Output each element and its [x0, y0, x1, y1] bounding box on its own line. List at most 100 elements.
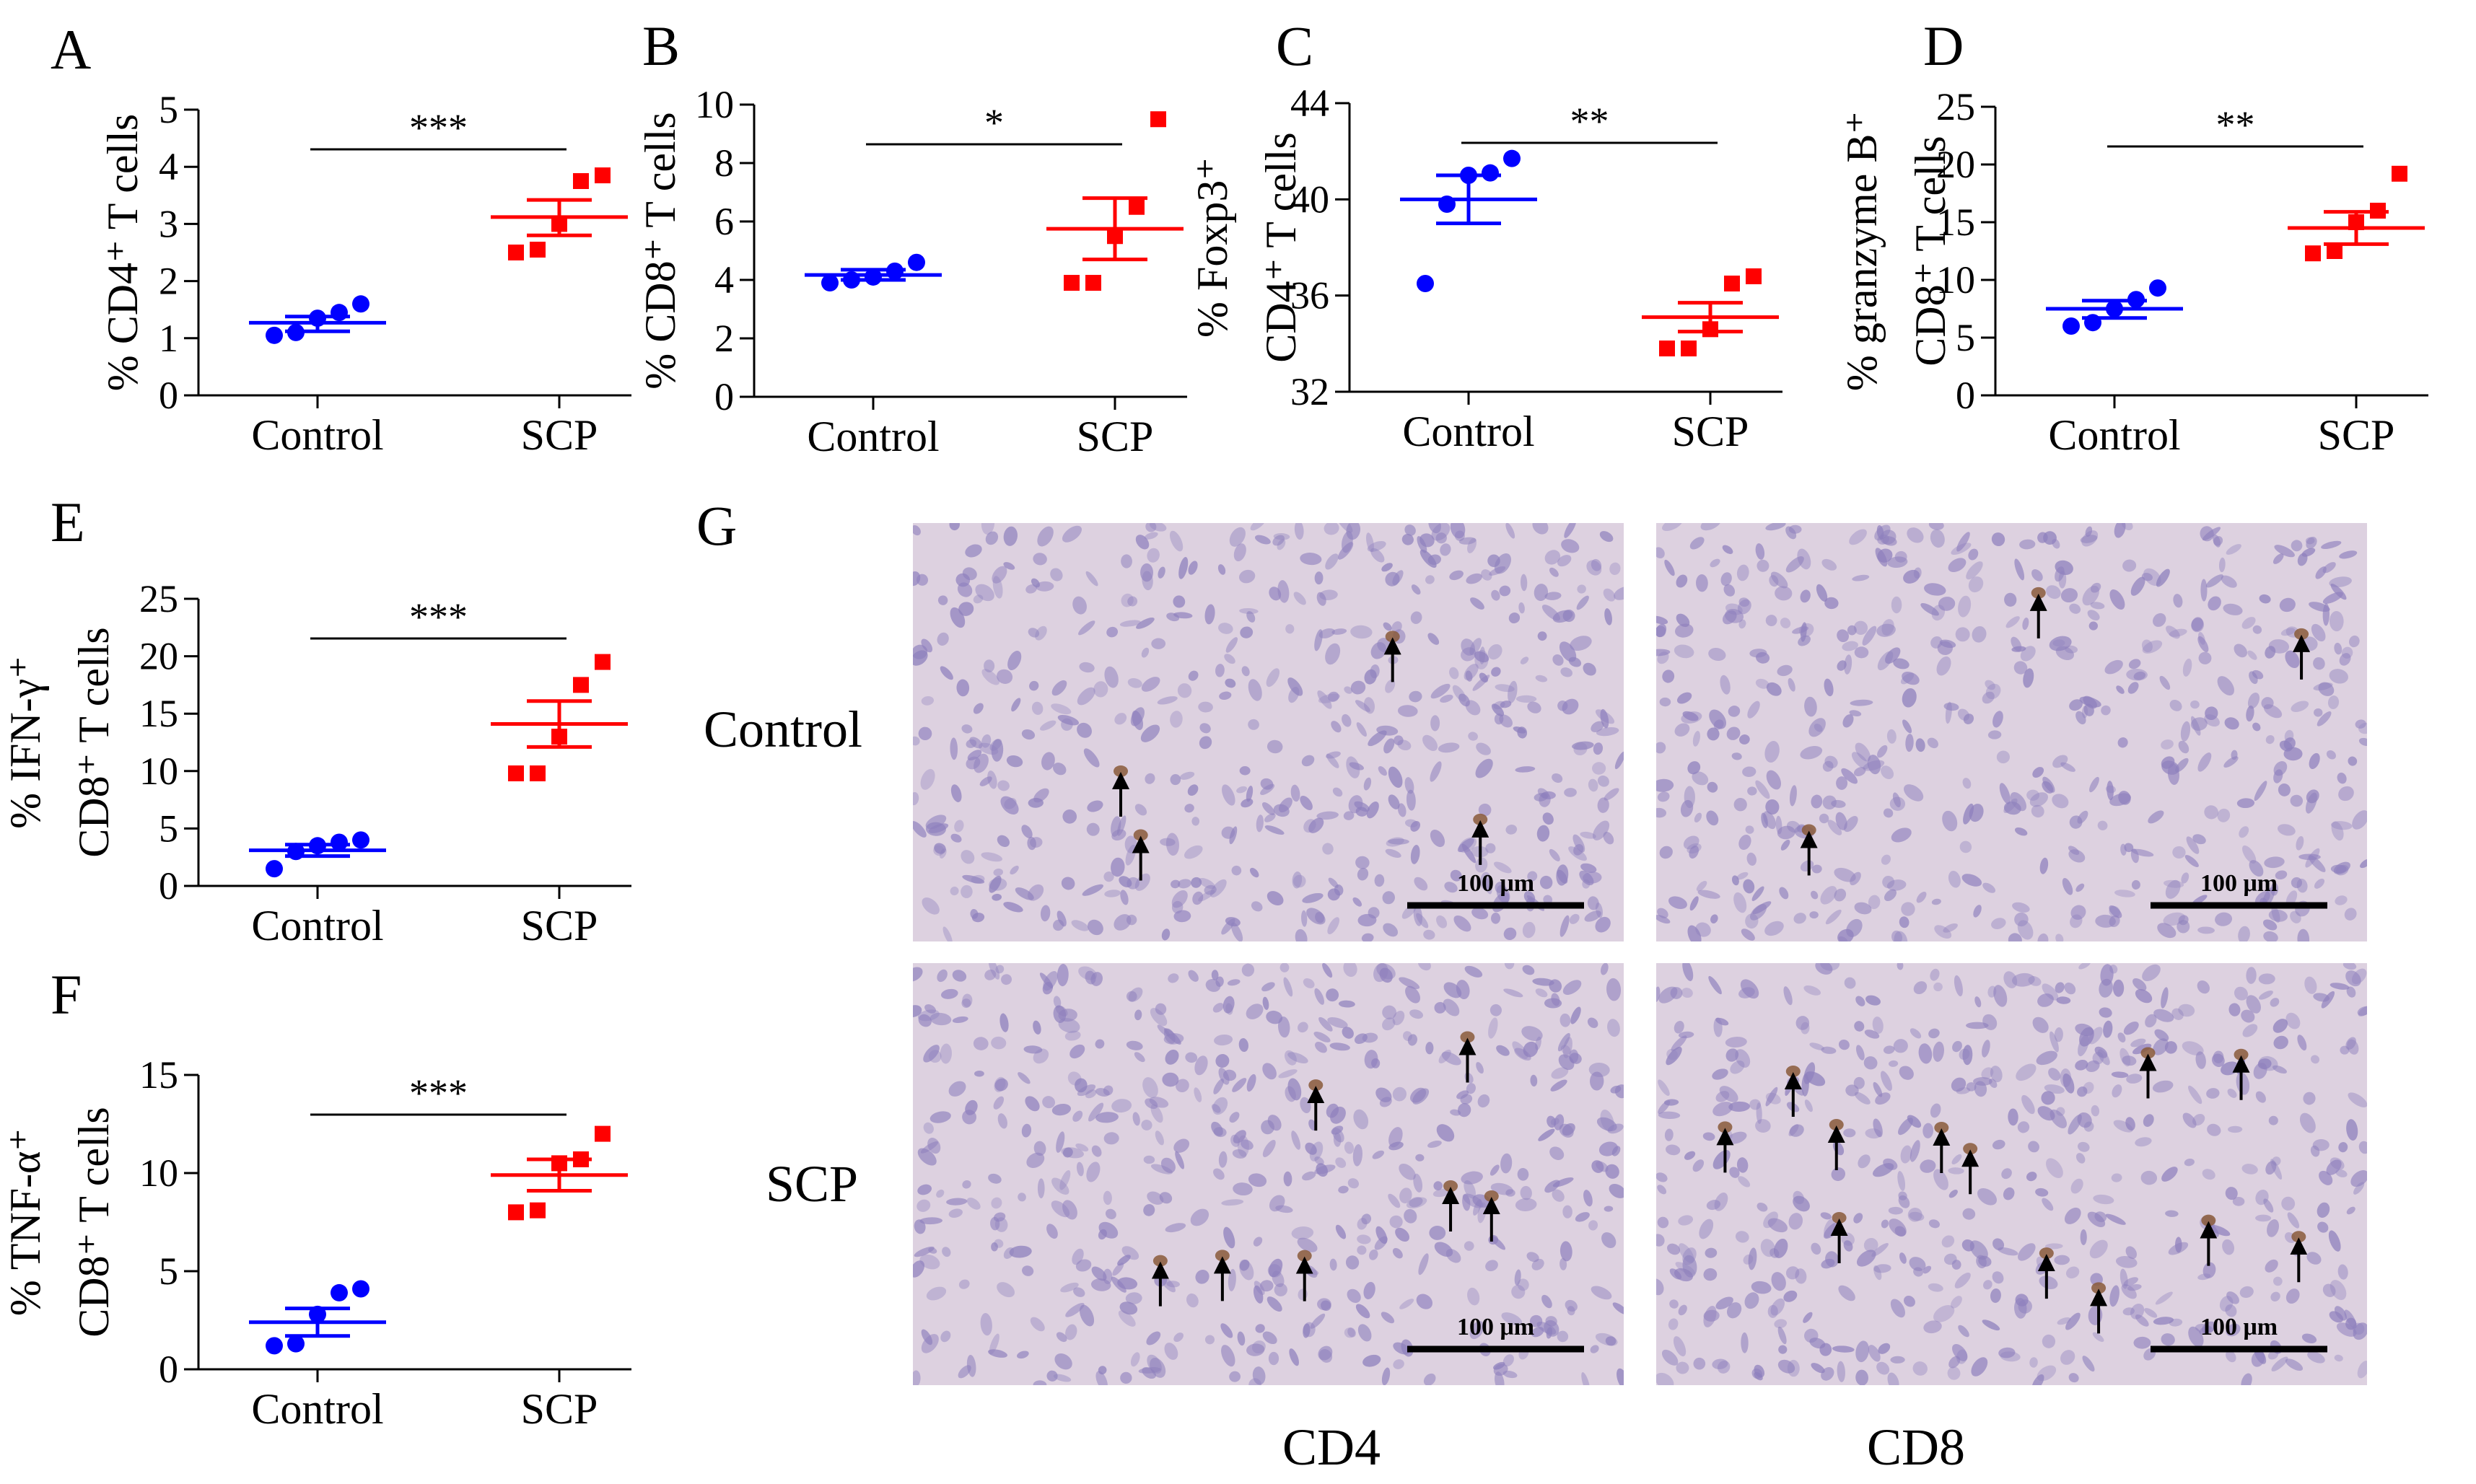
nucleus	[2105, 1213, 2126, 1225]
nucleus	[1684, 1151, 1696, 1160]
nucleus	[993, 868, 1004, 877]
nucleus	[1767, 1304, 1778, 1318]
nucleus	[2335, 895, 2348, 905]
nucleus	[1423, 929, 1435, 940]
nucleus	[1104, 666, 1119, 688]
nucleus	[1006, 755, 1023, 768]
nucleus	[1051, 1177, 1069, 1195]
nucleus	[2028, 1141, 2039, 1153]
data-point	[287, 1335, 305, 1353]
nucleus	[1962, 1208, 1976, 1220]
nucleus	[1877, 548, 1893, 563]
data-point	[843, 271, 860, 289]
micrograph-cells	[1656, 523, 2367, 941]
nucleus	[1535, 1036, 1541, 1050]
nucleus	[1053, 763, 1067, 776]
nucleus	[1764, 741, 1780, 763]
nucleus	[1681, 988, 1693, 998]
nucleus	[1969, 1240, 1988, 1260]
nucleus	[2217, 676, 2234, 695]
nucleus	[1676, 692, 1692, 704]
nucleus	[1505, 824, 1518, 835]
nucleus	[1060, 1282, 1079, 1293]
nucleus	[1897, 963, 1904, 970]
nucleus	[1238, 1038, 1248, 1053]
nucleus	[1537, 631, 1547, 641]
nucleus	[1499, 714, 1513, 728]
nucleus	[1085, 571, 1098, 587]
nucleus	[1699, 1219, 1714, 1239]
nucleus	[1738, 619, 1746, 629]
nucleus	[2008, 1108, 2018, 1126]
nucleus	[1030, 1317, 1045, 1332]
nucleus	[1656, 625, 1666, 638]
data-point	[508, 765, 524, 781]
nucleus	[2109, 905, 2122, 918]
nucleus	[2184, 1158, 2195, 1167]
nucleus	[2114, 890, 2135, 897]
series-scp	[491, 654, 628, 781]
nucleus	[1657, 791, 1670, 802]
nucleus	[948, 1081, 966, 1097]
nucleus	[1171, 879, 1181, 889]
nucleus	[2236, 798, 2255, 809]
nucleus	[1103, 871, 1114, 882]
positive-cell	[1718, 1121, 1733, 1133]
nucleus	[1363, 1281, 1375, 1299]
nucleus	[1912, 1361, 1928, 1376]
nucleus	[1262, 1331, 1277, 1345]
data-point	[508, 245, 524, 260]
nucleus	[1278, 1069, 1298, 1079]
nucleus	[1119, 620, 1141, 627]
nucleus	[1004, 797, 1017, 809]
nucleus	[913, 967, 923, 982]
nucleus	[2202, 527, 2221, 541]
nucleus	[1404, 777, 1414, 794]
positive-cell	[1785, 1065, 1801, 1077]
positive-cell	[2039, 1247, 2054, 1260]
nucleus	[1674, 644, 1694, 659]
nucleus	[2097, 1049, 2110, 1066]
data-point	[530, 242, 546, 258]
nucleus	[1262, 1139, 1276, 1158]
positive-cell	[1443, 1180, 1458, 1193]
nucleus	[1399, 1163, 1416, 1180]
nucleus	[1021, 825, 1033, 838]
positive-cell	[1460, 1031, 1475, 1043]
nucleus	[1083, 748, 1100, 768]
nucleus	[1611, 1146, 1621, 1156]
y-tick-label: 25	[139, 577, 178, 620]
nucleus	[1144, 532, 1158, 540]
nucleus	[2000, 1351, 2021, 1362]
nucleus	[2036, 1050, 2057, 1066]
nucleus	[2322, 1283, 2336, 1297]
nucleus	[2143, 1114, 2154, 1127]
nucleus	[2070, 1178, 2083, 1194]
nucleus	[1264, 813, 1276, 822]
nucleus	[2165, 1210, 2179, 1217]
nucleus	[1703, 1309, 1720, 1322]
nucleus	[992, 893, 1002, 901]
nucleus	[999, 1013, 1009, 1032]
nucleus	[1386, 837, 1404, 847]
nucleus	[1535, 988, 1548, 998]
nucleus	[1903, 784, 1924, 802]
nucleus	[2168, 1242, 2189, 1255]
nucleus	[1300, 553, 1322, 566]
nucleus	[1675, 1262, 1695, 1275]
nucleus	[2122, 559, 2137, 572]
nucleus	[1572, 741, 1594, 750]
nucleus	[1968, 548, 1979, 561]
nucleus	[1982, 1280, 1992, 1290]
nucleus	[1666, 1047, 1682, 1066]
y-tick-label: 0	[159, 1348, 178, 1391]
data-point	[2370, 203, 2386, 219]
nucleus	[1743, 1254, 1754, 1265]
nucleus	[1881, 854, 1891, 865]
nucleus	[1889, 1219, 1907, 1237]
nucleus	[1357, 1324, 1372, 1342]
nucleus	[1468, 732, 1478, 741]
y-tick-label: 3	[159, 202, 178, 245]
nucleus	[1481, 569, 1492, 581]
